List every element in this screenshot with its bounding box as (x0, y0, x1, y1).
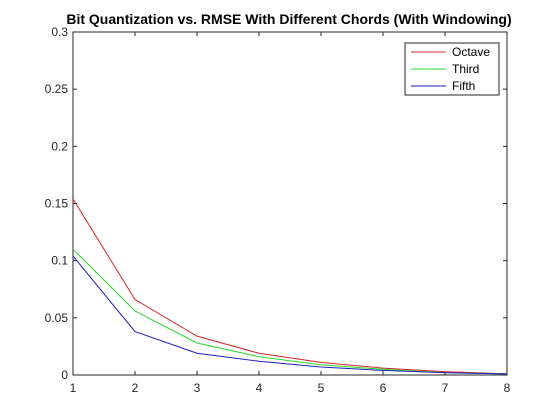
series-line-octave (72, 198, 508, 375)
series-lines (72, 198, 508, 375)
x-tick-label: 5 (318, 381, 325, 395)
y-tick-label: 0.25 (45, 82, 69, 96)
series-line-fifth (72, 255, 508, 375)
x-tick-label: 4 (256, 381, 263, 395)
legend-label-third: Third (452, 62, 479, 76)
x-tick-label: 8 (504, 381, 511, 395)
y-tick-label: 0.2 (51, 139, 68, 153)
x-tick-label: 7 (442, 381, 449, 395)
y-tick-label: 0.3 (51, 25, 68, 39)
y-tick-label: 0.05 (45, 311, 69, 325)
x-tick-label: 1 (70, 381, 77, 395)
legend: Octave Third Fifth (404, 42, 500, 96)
y-tick-label: 0.15 (45, 197, 69, 211)
x-axis: 1 2 3 4 5 6 7 8 (70, 32, 511, 395)
y-tick-label: 0 (61, 368, 68, 382)
x-tick-label: 2 (132, 381, 139, 395)
x-tick-label: 6 (380, 381, 387, 395)
y-tick-label: 0.1 (51, 254, 68, 268)
chart-title: Bit Quantization vs. RMSE With Different… (66, 11, 511, 27)
legend-label-octave: Octave (452, 45, 490, 59)
y-axis: 0 0.05 0.1 0.15 0.2 0.25 0.3 (45, 25, 507, 382)
legend-label-fifth: Fifth (452, 79, 475, 93)
x-tick-label: 3 (194, 381, 201, 395)
